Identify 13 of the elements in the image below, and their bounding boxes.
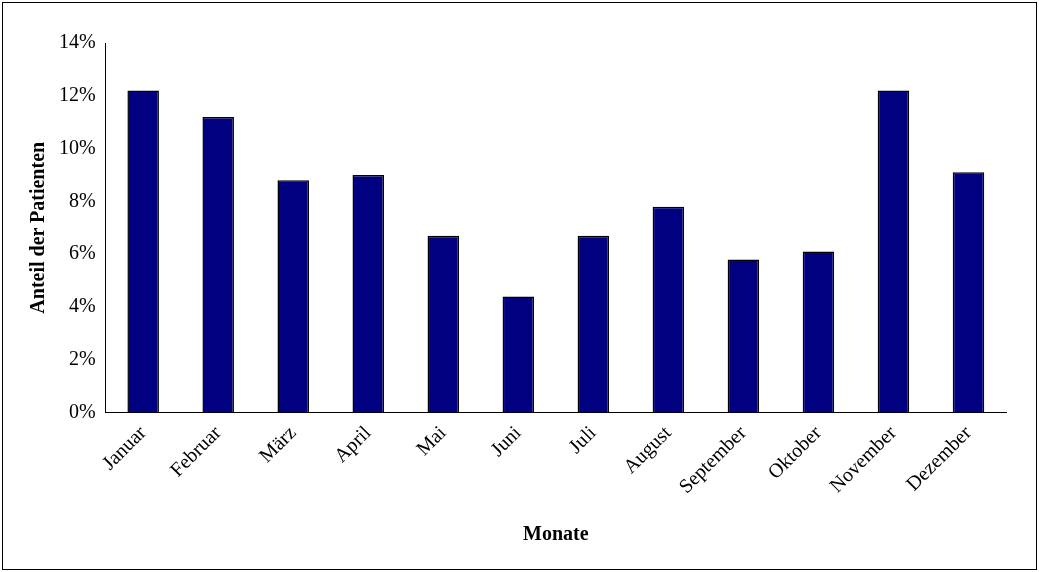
y-axis-title: Anteil der Patienten — [26, 141, 49, 314]
y-tick-label: 14% — [58, 30, 96, 53]
x-tick-label: Juni — [485, 420, 526, 461]
y-tick-label: 2% — [68, 347, 96, 370]
y-tick-label: 8% — [68, 188, 96, 211]
x-tick-label: Juli — [563, 420, 601, 458]
x-tick-label: Mai — [411, 420, 451, 460]
y-tick-label: 12% — [58, 83, 96, 106]
y-tick-label: 0% — [68, 399, 96, 422]
y-tick-label: 4% — [68, 294, 96, 317]
x-axis-title: Monate — [523, 522, 589, 545]
y-tick-label: 6% — [68, 241, 96, 264]
y-tick-label: 10% — [58, 135, 96, 158]
